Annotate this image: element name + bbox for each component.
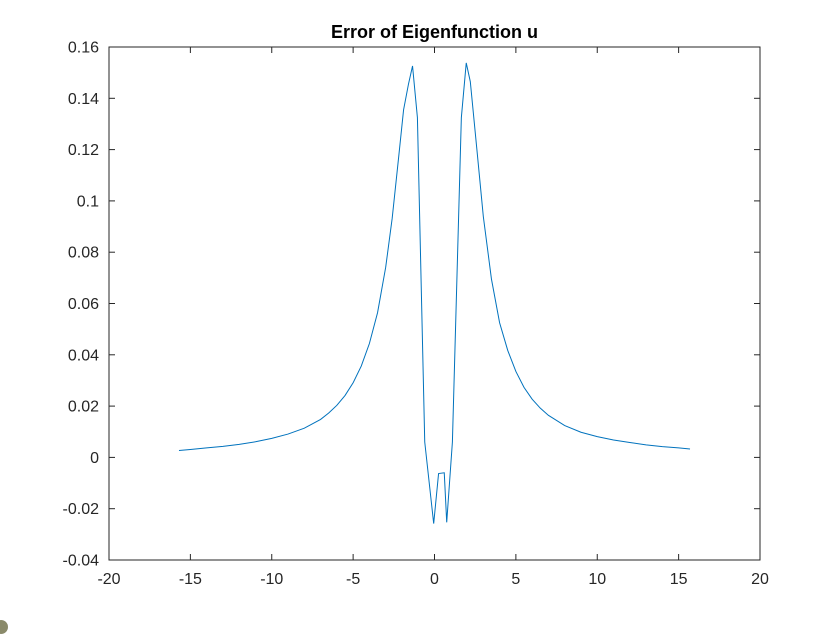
- x-axis: -20 -15 -10 -5 0 5 10 15 20: [97, 47, 769, 588]
- x-tick-label: -5: [346, 571, 360, 588]
- y-tick-label: 0.14: [68, 91, 99, 108]
- y-tick-label: 0.02: [68, 399, 99, 416]
- y-tick-label: -0.04: [63, 553, 100, 570]
- y-tick-label: 0.04: [68, 347, 99, 364]
- y-tick-label: 0.1: [77, 193, 99, 210]
- y-tick-label: 0.16: [68, 40, 99, 57]
- x-tick-label: -10: [260, 571, 283, 588]
- x-tick-label: 0: [430, 571, 439, 588]
- y-tick-label: 0.06: [68, 296, 99, 313]
- y-tick-label: 0.12: [68, 142, 99, 159]
- y-axis: -0.04 -0.02 0 0.02 0.04 0.06 0.08 0.1 0.12 0.14 0.…: [63, 40, 760, 570]
- corner-glyph: [0, 620, 8, 634]
- y-tick-label: -0.02: [63, 501, 100, 518]
- y-tick-label: 0.08: [68, 245, 99, 262]
- x-tick-label: 10: [588, 571, 606, 588]
- plot-area: [109, 47, 760, 560]
- x-tick-label: 20: [751, 571, 769, 588]
- x-tick-label: -20: [97, 571, 120, 588]
- x-tick-label: -15: [179, 571, 202, 588]
- chart-title: Error of Eigenfunction u: [331, 22, 538, 42]
- error-curve: [178, 62, 691, 524]
- y-tick-label: 0: [90, 450, 99, 467]
- x-tick-label: 5: [511, 571, 520, 588]
- x-tick-label: 15: [670, 571, 688, 588]
